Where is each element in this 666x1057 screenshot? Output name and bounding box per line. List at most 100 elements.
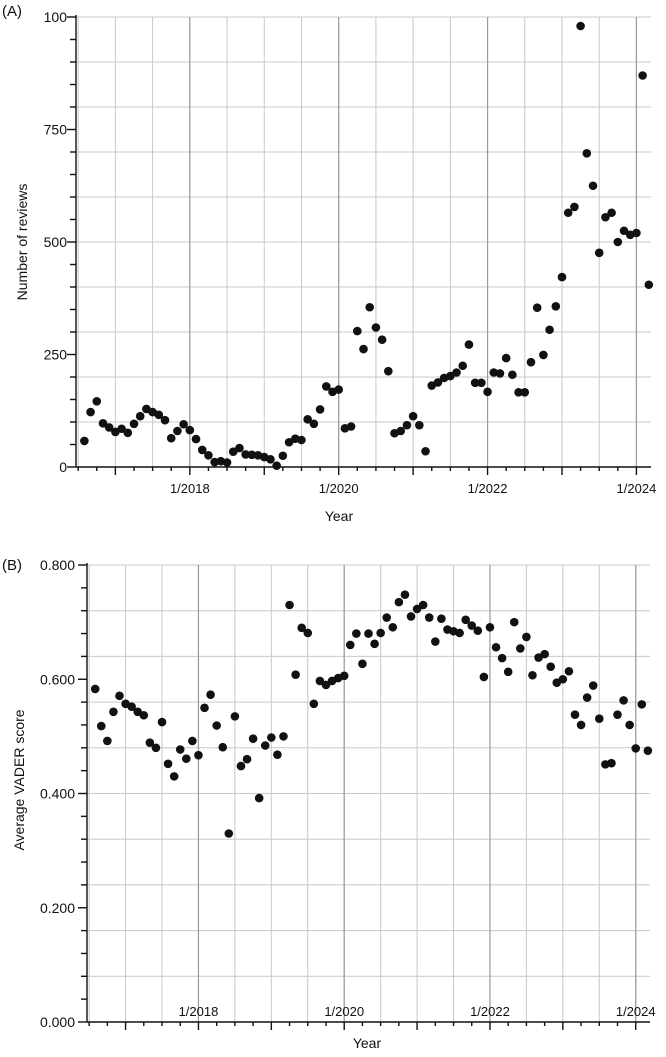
data-point: [582, 693, 592, 702]
data-point: [563, 208, 573, 218]
data-point: [123, 428, 133, 438]
y-tick-label: 250: [44, 347, 68, 363]
data-point: [284, 437, 294, 447]
data-point: [433, 378, 443, 387]
panel-label: (A): [2, 3, 22, 20]
data-point: [365, 302, 375, 312]
data-point: [279, 732, 288, 741]
grid: [87, 564, 650, 1022]
data-point: [352, 326, 362, 336]
data-point: [384, 366, 393, 376]
data-point: [470, 378, 480, 388]
data-point: [491, 642, 501, 652]
data-point: [421, 446, 430, 456]
data-point: [352, 629, 361, 638]
data-point: [497, 653, 507, 663]
data-point: [637, 700, 647, 709]
y-tick-label: 0.200: [40, 900, 75, 916]
panel-a: (A) Year Number of reviews 0 250 500 750 100…: [2, 3, 656, 524]
data-point: [166, 433, 176, 443]
data-point: [191, 434, 201, 444]
x-tick-label: 1/2020: [324, 1004, 364, 1019]
data-point: [539, 350, 548, 360]
data-point: [570, 202, 579, 212]
data-point: [92, 397, 102, 406]
data-point: [358, 659, 367, 669]
data-point: [514, 388, 523, 397]
data-point: [135, 411, 145, 421]
data-point: [127, 702, 136, 711]
data-point: [588, 681, 598, 690]
data-point: [297, 435, 306, 445]
data-point: [104, 423, 114, 432]
data-point: [345, 640, 355, 650]
data-point: [370, 639, 379, 649]
y-tick-label: 0: [59, 459, 67, 475]
data-point: [139, 710, 149, 720]
data-point: [96, 721, 106, 731]
data-point: [200, 703, 209, 713]
data-point: [117, 424, 126, 434]
data-point: [522, 632, 531, 642]
x-axis-label: Year: [353, 1035, 382, 1051]
data-point: [303, 415, 312, 424]
data-point: [204, 451, 213, 460]
data-point: [582, 149, 592, 158]
data-point: [455, 628, 464, 638]
data-point: [594, 714, 604, 723]
data-point: [212, 721, 221, 730]
data-point: [632, 228, 641, 238]
data-point: [528, 670, 537, 680]
data-point: [272, 461, 281, 470]
data-point: [594, 248, 604, 258]
data-point: [267, 733, 276, 742]
data-point: [115, 691, 124, 701]
data-point: [303, 628, 313, 638]
data-point: [309, 419, 319, 429]
data-point: [532, 303, 542, 313]
data-point: [377, 335, 387, 344]
data-point: [516, 644, 525, 653]
data-point: [248, 734, 258, 743]
data-point: [160, 415, 170, 425]
data-point: [254, 793, 264, 803]
data-point: [576, 21, 585, 31]
data-point: [424, 613, 434, 622]
data-point: [197, 445, 207, 455]
data-point: [86, 407, 95, 417]
data-point: [473, 626, 483, 635]
data-point: [526, 357, 536, 367]
data-point: [273, 750, 282, 759]
data-point: [446, 371, 455, 381]
data-point: [479, 672, 489, 682]
data-point: [90, 684, 100, 694]
data-point: [644, 280, 654, 290]
data-point: [376, 628, 385, 638]
data-point: [145, 738, 155, 747]
data-point: [291, 670, 300, 679]
data-point: [247, 450, 257, 460]
data-point: [315, 676, 325, 686]
data-point: [477, 378, 486, 388]
data-point: [334, 385, 343, 394]
data-point: [321, 382, 331, 391]
data-point: [643, 746, 653, 755]
data-point: [98, 419, 108, 428]
data-point: [218, 742, 228, 752]
data-point: [235, 443, 244, 453]
data-point: [576, 720, 586, 730]
data-point: [188, 736, 197, 746]
y-tick-label: 0.800: [40, 557, 75, 573]
grid: [76, 16, 651, 467]
data-point: [297, 623, 306, 633]
data-point: [418, 600, 428, 610]
data-point: [266, 455, 275, 464]
data-point: [564, 666, 574, 676]
x-tick-label: 1/2024: [616, 1004, 656, 1019]
data-point: [431, 637, 440, 646]
data-point: [415, 420, 424, 430]
data-point: [551, 302, 561, 311]
data-point: [228, 447, 238, 457]
data-point: [631, 744, 641, 753]
data-point: [408, 411, 418, 421]
